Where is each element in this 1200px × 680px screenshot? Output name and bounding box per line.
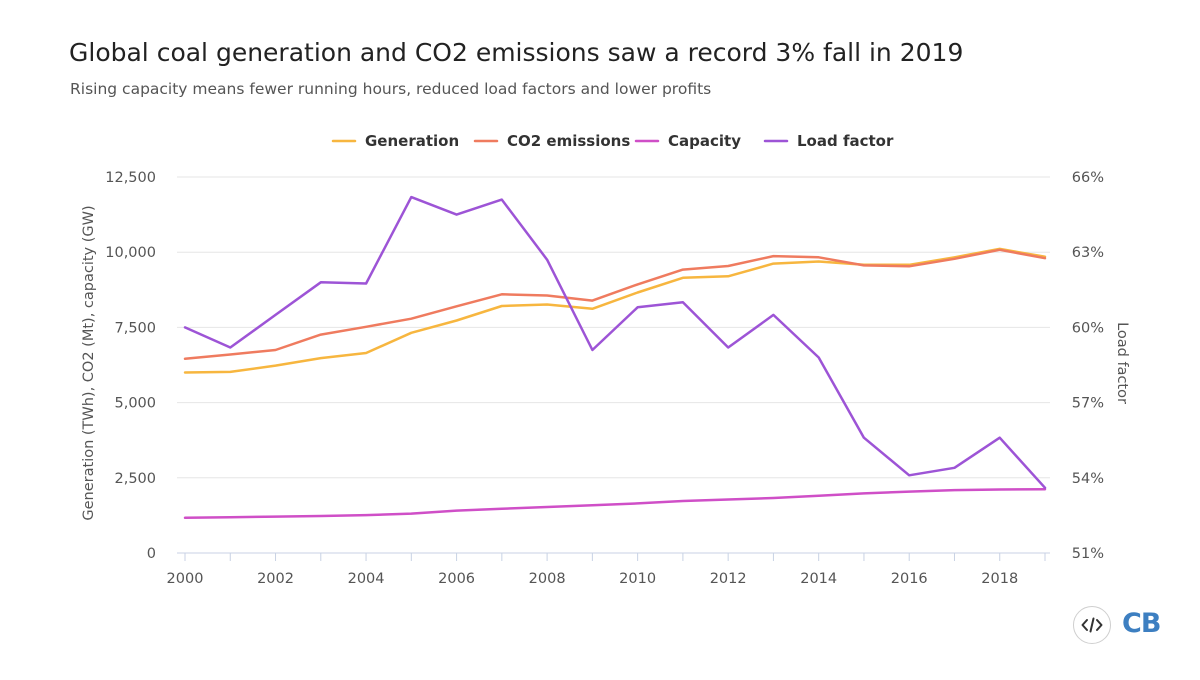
x-tick-label: 2004 xyxy=(348,571,385,587)
y-tick-label: 0 xyxy=(147,546,156,562)
gridlines xyxy=(177,176,1050,479)
y-tick-label: 10,000 xyxy=(105,245,156,261)
legend: Generation CO2 emissions Capacity Load fact… xyxy=(331,132,894,150)
x-tick-label: 2014 xyxy=(800,571,837,587)
y2-tick-label: 63% xyxy=(1072,245,1104,261)
embed-code-button[interactable] xyxy=(1073,606,1111,644)
series-line-load-factor xyxy=(183,195,1047,490)
carbon-brief-logo: CB xyxy=(1122,608,1161,639)
y2-tick-label: 60% xyxy=(1072,320,1104,336)
y-axis-label: Generation (TWh), CO2 (Mt), capacity (GW… xyxy=(81,205,97,520)
y-tick-label: 7,500 xyxy=(114,320,156,336)
legend-item: Generation xyxy=(365,132,459,150)
x-tick-label: 2012 xyxy=(710,571,747,587)
y2-tick-label: 57% xyxy=(1072,396,1104,412)
legend-item: Capacity xyxy=(668,132,741,150)
series-line-co2-emissions xyxy=(183,248,1047,360)
x-tick-label: 2018 xyxy=(981,571,1018,587)
x-tick-label: 2006 xyxy=(438,571,475,587)
chart-subtitle: Rising capacity means fewer running hour… xyxy=(70,80,712,98)
legend-item: CO2 emissions xyxy=(507,132,630,150)
y2-tick-label: 66% xyxy=(1072,170,1104,186)
x-tick-label: 2000 xyxy=(167,571,204,587)
x-tick-label: 2016 xyxy=(891,571,928,587)
series-line-generation xyxy=(183,247,1047,374)
x-tick-label: 2008 xyxy=(529,571,566,587)
x-tick-label: 2002 xyxy=(257,571,294,587)
y-tick-label: 2,500 xyxy=(114,471,156,487)
y2-tick-label: 54% xyxy=(1072,471,1104,487)
y2-tick-label: 51% xyxy=(1072,546,1104,562)
y2-axis-label: Load factor xyxy=(1114,322,1130,404)
axes: 0 2,500 5,000 7,500 10,000 12,500 51% 54% 57% 60%… xyxy=(105,170,1104,587)
legend-item: Load factor xyxy=(797,132,894,150)
series-line-capacity xyxy=(183,487,1047,520)
series-lines xyxy=(183,195,1047,520)
x-tick-label: 2010 xyxy=(619,571,656,587)
code-icon xyxy=(1081,617,1103,633)
y-tick-label: 5,000 xyxy=(114,396,156,412)
chart-title: Global coal generation and CO2 emissions… xyxy=(69,38,964,67)
y-tick-label: 12,500 xyxy=(105,170,156,186)
